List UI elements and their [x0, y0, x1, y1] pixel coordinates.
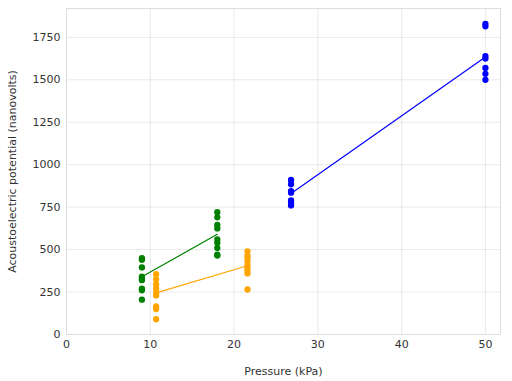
- svg-text:250: 250: [40, 286, 61, 299]
- svg-text:1000: 1000: [33, 158, 61, 171]
- svg-text:50: 50: [478, 338, 492, 351]
- svg-text:1500: 1500: [33, 73, 61, 86]
- svg-text:20: 20: [227, 338, 241, 351]
- svg-text:1250: 1250: [33, 116, 61, 129]
- svg-text:500: 500: [40, 243, 61, 256]
- svg-text:Acoustoelectric potential (nan: Acoustoelectric potential (nanovolts): [6, 70, 19, 273]
- svg-text:30: 30: [311, 338, 325, 351]
- svg-text:0: 0: [63, 338, 70, 351]
- svg-text:10: 10: [143, 338, 157, 351]
- svg-text:1750: 1750: [33, 31, 61, 44]
- svg-text:Pressure (kPa): Pressure (kPa): [244, 365, 322, 378]
- svg-text:40: 40: [395, 338, 409, 351]
- svg-text:750: 750: [40, 201, 61, 214]
- svg-text:0: 0: [54, 328, 61, 341]
